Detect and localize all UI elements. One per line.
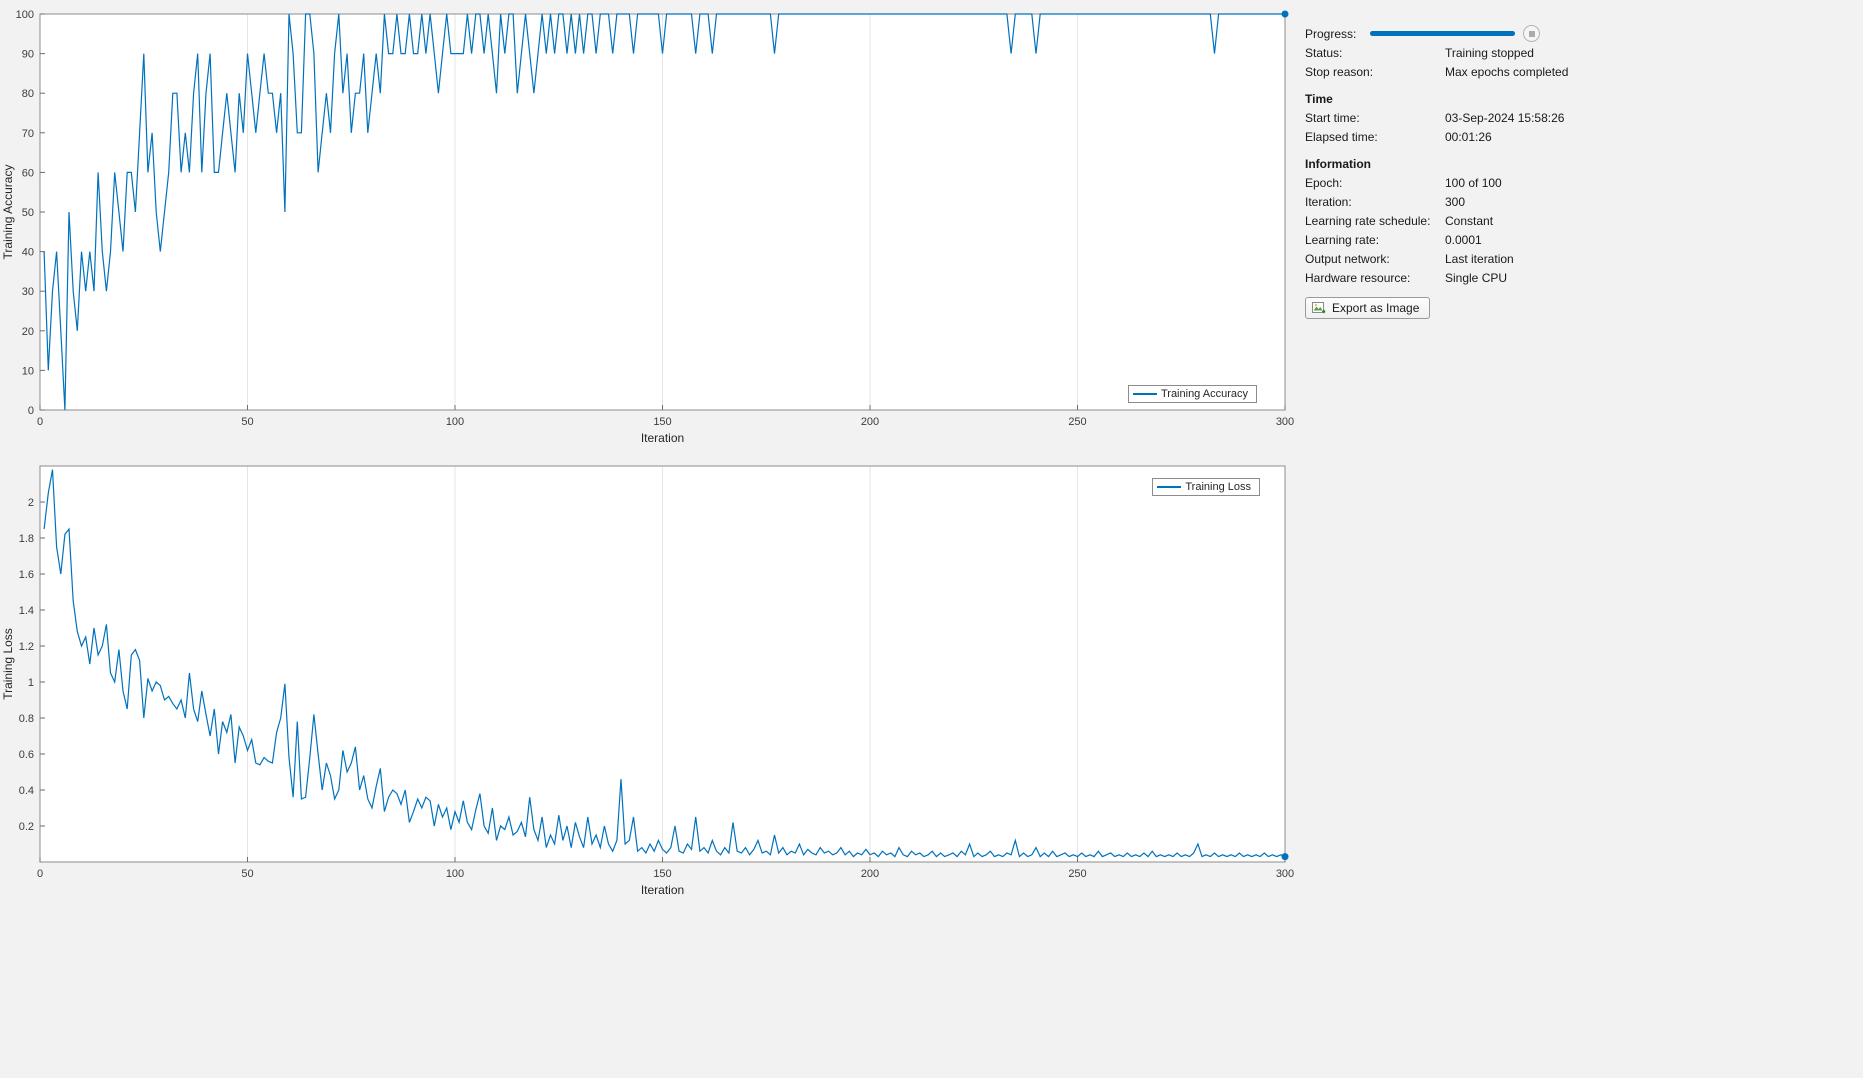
end-marker	[1281, 10, 1289, 18]
x-tick-label: 250	[1068, 416, 1086, 428]
progress-label: Progress:	[1305, 26, 1357, 41]
status-label: Status:	[1305, 45, 1343, 60]
elapsed-time-value: 00:01:26	[1445, 129, 1492, 144]
y-tick-label: 0	[28, 405, 34, 417]
y-tick-label: 1.8	[19, 533, 34, 545]
legend-line-sample	[1157, 486, 1182, 488]
y-tick-label: 100	[16, 9, 34, 21]
epoch-value: 100 of 100	[1445, 175, 1502, 190]
y-tick-label: 0.6	[19, 749, 34, 761]
information-heading: Information	[1305, 156, 1371, 171]
elapsed-time-row: Elapsed time: 00:01:26	[1305, 127, 1580, 146]
y-tick-label: 0.8	[19, 713, 34, 725]
status-value: Training stopped	[1445, 45, 1534, 60]
progress-row: Progress:	[1305, 24, 1580, 43]
x-tick-label: 200	[861, 868, 879, 880]
start-time-label: Start time:	[1305, 110, 1360, 125]
series-line	[43, 469, 1286, 858]
epoch-row: Epoch: 100 of 100	[1305, 173, 1580, 192]
y-tick-label: 70	[22, 128, 34, 140]
elapsed-time-label: Elapsed time:	[1305, 129, 1378, 144]
learning-rate-schedule-value: Constant	[1445, 213, 1494, 228]
training-loss-plot: 0 50 100 150 200 250 300 0.2 0.4 0.6 0.8 1 1.2 1.4 1.6…	[1, 465, 1294, 897]
y-tick-label: 0.2	[19, 821, 34, 833]
series-line	[43, 13, 1285, 411]
stop-button[interactable]	[1523, 25, 1540, 42]
output-network-row: Output network: Last iteration	[1305, 249, 1580, 268]
training-accuracy-chart: 0 50 100 150 200 250 300 0 10 20 30 40 50 60 70 80 90 100…	[0, 0, 1300, 452]
iteration-row: Iteration: 300	[1305, 192, 1580, 211]
x-tick-label: 100	[446, 868, 464, 880]
x-tick-label: 100	[446, 416, 464, 428]
hardware-resource-label: Hardware resource:	[1305, 270, 1411, 285]
x-tick-label: 50	[241, 868, 253, 880]
stop-icon	[1528, 30, 1535, 37]
x-tick-label: 150	[653, 868, 671, 880]
progress-bar	[1370, 31, 1515, 36]
x-axis-label: Iteration	[641, 431, 684, 445]
start-time-value: 03-Sep-2024 15:58:26	[1445, 110, 1565, 125]
x-tick-label: 300	[1276, 416, 1294, 428]
y-tick-label: 1.6	[19, 569, 34, 581]
hardware-resource-value: Single CPU	[1445, 270, 1508, 285]
time-heading: Time	[1305, 91, 1333, 106]
learning-rate-schedule-label: Learning rate schedule:	[1305, 213, 1431, 228]
y-tick-label: 60	[22, 167, 34, 179]
y-tick-label: 20	[22, 326, 34, 338]
stop-reason-label: Stop reason:	[1305, 64, 1374, 79]
training-info-panel: Progress: Status: Training stopped Stop …	[1305, 24, 1580, 319]
y-axis-label: Training Loss	[1, 628, 15, 700]
y-tick-label: 2	[28, 497, 34, 509]
stop-reason-value: Max epochs completed	[1445, 64, 1569, 79]
legend-line-sample	[1132, 393, 1157, 395]
x-tick-label: 300	[1276, 868, 1294, 880]
training-loss-chart: 0 50 100 150 200 250 300 0.2 0.4 0.6 0.8 1 1.2 1.4 1.6…	[0, 452, 1300, 904]
x-tick-label: 0	[37, 868, 43, 880]
legend-training-loss: Training Loss	[1152, 478, 1260, 496]
y-tick-label: 90	[22, 49, 34, 61]
x-tick-label: 150	[653, 416, 671, 428]
y-tick-label: 80	[22, 88, 34, 100]
learning-rate-row: Learning rate: 0.0001	[1305, 230, 1580, 249]
learning-rate-schedule-row: Learning rate schedule: Constant	[1305, 211, 1580, 230]
y-axis-label: Training Accuracy	[1, 165, 15, 260]
y-tick-label: 1.2	[19, 641, 34, 653]
export-as-image-button[interactable]: Export as Image	[1305, 297, 1431, 319]
export-button-label: Export as Image	[1332, 301, 1420, 315]
x-tick-label: 0	[37, 416, 43, 428]
iteration-value: 300	[1445, 194, 1466, 209]
y-tick-label: 40	[22, 247, 34, 259]
end-marker	[1281, 853, 1289, 861]
x-tick-label: 250	[1068, 868, 1086, 880]
y-tick-label: 1	[28, 677, 34, 689]
legend-training-accuracy: Training Accuracy	[1127, 385, 1257, 403]
legend-label: Training Loss	[1185, 481, 1251, 493]
x-tick-label: 50	[241, 416, 253, 428]
stop-reason-row: Stop reason: Max epochs completed	[1305, 62, 1580, 81]
y-tick-label: 0.4	[19, 785, 34, 797]
y-tick-label: 1.4	[19, 605, 34, 617]
progress-bar-fill	[1370, 31, 1515, 36]
iteration-label: Iteration:	[1305, 194, 1352, 209]
output-network-value: Last iteration	[1445, 251, 1514, 266]
y-tick-label: 30	[22, 286, 34, 298]
y-tick-label: 50	[22, 207, 34, 219]
x-tick-label: 200	[861, 416, 879, 428]
hardware-resource-row: Hardware resource: Single CPU	[1305, 268, 1580, 287]
status-row: Status: Training stopped	[1305, 43, 1580, 62]
x-axis-label: Iteration	[641, 883, 684, 897]
learning-rate-label: Learning rate:	[1305, 232, 1380, 247]
legend-label: Training Accuracy	[1160, 388, 1248, 400]
y-tick-label: 10	[22, 365, 34, 377]
learning-rate-value: 0.0001	[1445, 232, 1482, 247]
export-image-icon	[1312, 302, 1326, 314]
start-time-row: Start time: 03-Sep-2024 15:58:26	[1305, 108, 1580, 127]
epoch-label: Epoch:	[1305, 175, 1343, 190]
training-accuracy-plot: 0 50 100 150 200 250 300 0 10 20 30 40 50 60 70 80 90 100…	[1, 9, 1294, 445]
output-network-label: Output network:	[1305, 251, 1390, 266]
